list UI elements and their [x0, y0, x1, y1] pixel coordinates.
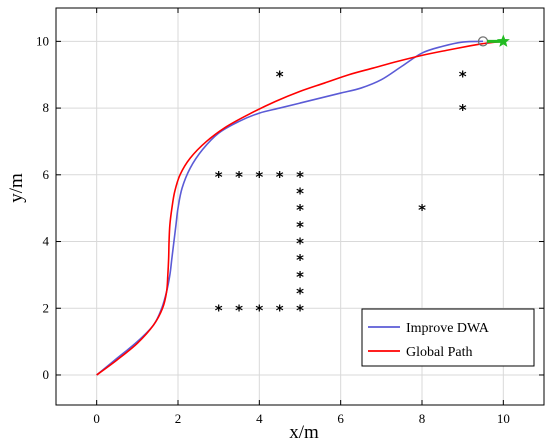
obstacle-marker: * — [296, 218, 304, 236]
legend-label: Global Path — [406, 345, 473, 360]
y-tick-label: 2 — [43, 300, 50, 315]
obstacle-marker: * — [418, 201, 426, 219]
obstacle-marker: * — [459, 68, 467, 86]
obstacle-marker: * — [255, 301, 263, 319]
x-tick-labels: 0 2 4 6 8 10 — [93, 411, 509, 426]
x-tick-label: 4 — [256, 411, 263, 426]
grid — [56, 8, 544, 405]
y-tick-label: 10 — [36, 33, 49, 48]
obstacle-marker: * — [296, 301, 304, 319]
y-axis-label: y/m — [6, 173, 27, 203]
obstacle-marker: * — [255, 168, 263, 186]
obstacle-marker: * — [296, 168, 304, 186]
obstacle-marker: * — [296, 285, 304, 303]
obstacle-marker: * — [235, 301, 243, 319]
obstacle-marker: * — [296, 251, 304, 269]
obstacle-marker: * — [235, 168, 243, 186]
y-tick-labels: 0 2 4 6 8 10 — [36, 33, 50, 382]
obstacle-marker: * — [459, 101, 467, 119]
series-line-global-path — [96, 40, 504, 376]
legend: Improve DWA Global Path — [361, 308, 535, 367]
x-tick-label: 0 — [93, 411, 100, 426]
obstacle-marker: * — [296, 268, 304, 286]
obstacle-marker: * — [276, 301, 284, 319]
y-tick-label: 6 — [43, 167, 50, 182]
obstacle-marker: * — [296, 235, 304, 253]
plot-frame — [55, 7, 545, 406]
series-lines — [96, 40, 504, 376]
obstacle-marker: * — [215, 168, 223, 186]
goal-star-marker — [496, 34, 510, 47]
obstacle-marker: * — [276, 68, 284, 86]
x-tick-label: 8 — [419, 411, 426, 426]
x-tick-label: 10 — [497, 411, 510, 426]
obstacle-marker: * — [296, 201, 304, 219]
x-tick-label: 2 — [175, 411, 182, 426]
legend-label: Improve DWA — [406, 321, 490, 336]
obstacle-markers: * * * * ********** * * ** *** — [215, 68, 467, 320]
endpoint-markers — [477, 34, 510, 47]
y-tick-label: 0 — [43, 367, 50, 382]
obstacle-marker: * — [296, 184, 304, 202]
y-tick-label: 4 — [43, 234, 50, 249]
legend-box — [361, 308, 535, 367]
y-tick-label: 8 — [43, 100, 50, 115]
x-tick-label: 6 — [337, 411, 344, 426]
obstacle-marker: * — [276, 168, 284, 186]
x-axis-label: x/m — [289, 422, 319, 443]
obstacle-marker: * — [215, 301, 223, 319]
